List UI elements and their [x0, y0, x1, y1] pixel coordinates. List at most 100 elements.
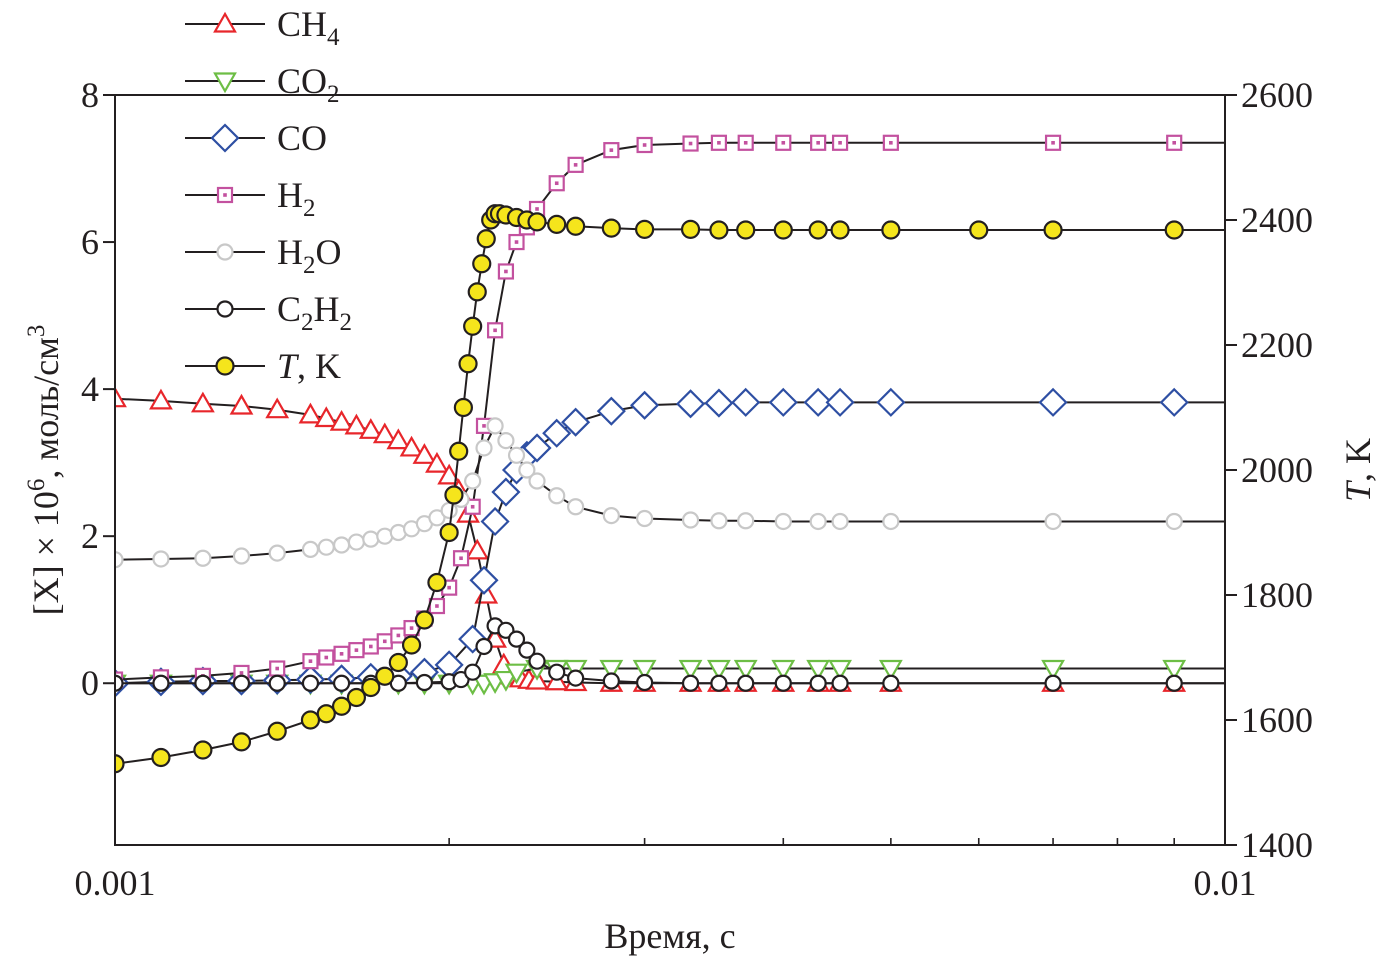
data-point-co2 — [632, 659, 657, 681]
data-point-t-k — [151, 747, 171, 768]
data-point-h2 — [548, 175, 565, 192]
y-left-tick-label: 2 — [81, 516, 99, 556]
data-point-c2h2 — [115, 674, 124, 692]
data-point-h2o — [440, 501, 458, 520]
data-point-c2h2 — [301, 674, 320, 692]
legend-marker-c2h2 — [216, 300, 234, 318]
data-point-h2o — [332, 536, 351, 554]
data-point-t-k — [331, 696, 352, 716]
data-point-h2 — [603, 142, 620, 159]
data-point-co — [704, 388, 734, 418]
data-point-t-k — [635, 219, 655, 239]
data-point-h2 — [497, 263, 515, 280]
data-point-c2h2 — [567, 669, 585, 687]
data-point-h2o — [475, 439, 493, 457]
data-point-h2o — [548, 487, 566, 505]
series-c2h2 — [115, 617, 1225, 692]
y-right-tick-label: 1600 — [1241, 700, 1313, 740]
data-point-t-k — [476, 229, 496, 249]
data-point-h2o — [507, 446, 526, 464]
data-point-ch4 — [265, 397, 290, 419]
data-point-t-k — [361, 677, 381, 698]
data-point-h2o — [737, 512, 755, 530]
data-point-ch4 — [386, 428, 411, 450]
data-point-h2 — [508, 233, 525, 251]
data-point-c2h2 — [882, 674, 900, 692]
data-point-t-k — [439, 522, 459, 543]
data-point-h2o — [317, 538, 335, 556]
legend-item-co: CO — [185, 118, 327, 158]
plot-layer — [115, 134, 1225, 774]
data-point-h2 — [362, 638, 379, 655]
data-point-ch4 — [437, 463, 462, 485]
data-point-ch4 — [115, 386, 127, 408]
y-right-tick-label: 1400 — [1241, 825, 1313, 865]
data-point-h2o — [268, 544, 286, 562]
data-point-co2 — [733, 659, 758, 681]
data-point-t-k — [709, 220, 729, 240]
data-point-h2o — [152, 550, 170, 568]
data-point-h2 — [831, 134, 849, 151]
legend-label-h2o: H2O — [277, 232, 342, 279]
data-point-co — [542, 418, 572, 448]
data-point-t-k — [231, 732, 252, 752]
data-point-co2 — [678, 659, 703, 681]
data-point-h2o — [1165, 512, 1183, 531]
data-point-t-k — [414, 610, 435, 630]
legend-label-t-k: T, K — [277, 346, 341, 386]
data-point-ch4 — [229, 393, 254, 415]
data-point-c2h2 — [809, 674, 827, 692]
data-point-co — [876, 387, 906, 417]
data-point-h2 — [376, 633, 393, 650]
y-left-tick-label: 0 — [81, 663, 99, 703]
data-point-c2h2 — [194, 674, 212, 692]
data-point-t-k — [566, 216, 586, 236]
legend-item-ch4: CH4 — [185, 4, 340, 51]
data-point-h2 — [567, 156, 584, 173]
data-point-t-k — [444, 485, 464, 505]
data-point-h2 — [1044, 134, 1062, 151]
data-point-co2 — [806, 659, 831, 681]
data-point-c2h2 — [464, 663, 482, 681]
data-point-h2 — [682, 135, 699, 152]
y-right-tick-label: 2200 — [1241, 325, 1313, 365]
data-point-c2h2 — [774, 674, 792, 692]
data-point-c2h2 — [475, 637, 493, 656]
data-point-ch4 — [425, 451, 449, 473]
y-left-tick-label: 4 — [81, 369, 99, 409]
data-point-co — [630, 390, 660, 420]
data-point-c2h2 — [831, 674, 849, 692]
legend-item-t-k: T, K — [185, 346, 341, 386]
legend-label-h2: H2 — [277, 175, 316, 222]
data-point-t-k — [316, 704, 336, 724]
data-point-t-k — [736, 220, 756, 240]
data-point-h2o — [831, 512, 849, 531]
data-point-h2 — [636, 136, 653, 154]
y-left-tick-label: 6 — [81, 222, 99, 262]
data-point-co — [825, 387, 855, 417]
data-point-co2 — [494, 670, 518, 692]
data-point-c2h2 — [232, 674, 251, 692]
series-ch4 — [115, 386, 1225, 692]
data-point-h2o — [882, 512, 900, 531]
data-point-h2o — [194, 549, 212, 567]
data-point-co — [803, 387, 833, 417]
data-point-co — [768, 387, 798, 417]
data-point-c2h2 — [602, 672, 620, 690]
data-point-ch4 — [358, 418, 383, 439]
data-point-c2h2 — [1044, 674, 1062, 692]
y-right-tick-label: 1800 — [1241, 575, 1313, 615]
x-axis-title: Время, с — [604, 916, 735, 956]
data-point-h2 — [810, 134, 827, 151]
data-point-h2 — [452, 550, 470, 567]
data-point-h2o — [497, 431, 515, 450]
data-point-co — [491, 477, 521, 507]
data-point-h2 — [403, 619, 420, 637]
data-point-t-k — [401, 635, 422, 655]
data-point-h2o — [347, 533, 366, 551]
series-group — [115, 134, 1225, 774]
data-point-c2h2 — [737, 674, 755, 692]
data-point-h2o — [518, 461, 536, 479]
legend-label-c2h2: C2H2 — [277, 289, 352, 336]
